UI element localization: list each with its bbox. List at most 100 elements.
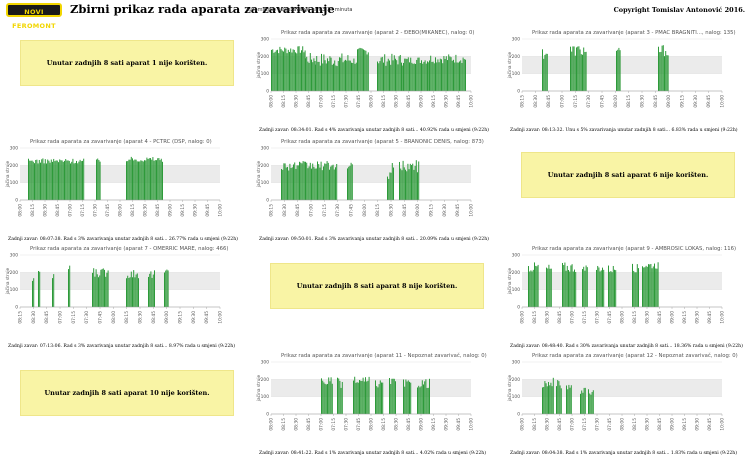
chart-bar xyxy=(381,56,383,91)
chart-bar xyxy=(599,271,601,307)
chart-bar xyxy=(636,264,638,307)
chart-bar xyxy=(130,271,132,307)
chart-bar xyxy=(324,163,326,200)
chart-bar xyxy=(307,168,309,200)
chart-bar xyxy=(305,58,306,91)
chart-bar xyxy=(316,56,318,91)
x-tick-label: 10:00 xyxy=(469,418,475,431)
chart-bar xyxy=(439,58,441,91)
chart-bar xyxy=(107,270,109,307)
chart-bar xyxy=(411,62,413,91)
chart-bar xyxy=(560,388,562,414)
chart-bar xyxy=(291,167,293,200)
chart-bar xyxy=(331,64,333,91)
x-tick-label: 08:45 xyxy=(557,418,563,431)
y-tick-label: 200 xyxy=(261,377,270,383)
chart-bar xyxy=(319,65,321,91)
chart-bar xyxy=(422,63,424,91)
chart-bar xyxy=(142,161,144,200)
chart-bar xyxy=(285,167,287,200)
chart-bar xyxy=(664,56,665,91)
y-axis-label: jačina struje xyxy=(506,374,513,402)
company-logo: NOVI FEROMONT xyxy=(6,3,62,30)
chart-bar xyxy=(390,172,392,200)
chart-bar xyxy=(36,159,38,200)
chart-bar xyxy=(580,54,582,91)
chart-bar xyxy=(96,159,97,200)
chart-bar xyxy=(150,271,152,307)
chart-bar xyxy=(165,270,167,307)
x-tick-label: 09:15 xyxy=(682,418,688,431)
x-tick-label: 08:15 xyxy=(632,418,638,431)
chart-bar xyxy=(99,161,101,200)
chart-bar xyxy=(563,265,565,307)
chart-bar xyxy=(546,53,548,91)
chart-bar xyxy=(52,278,53,307)
chart-bar xyxy=(427,387,429,414)
chart-panel-aparat-4: Prikaz rada aparata za zavarivanje (apar… xyxy=(4,136,238,246)
x-tick-label: 08:00 xyxy=(620,418,626,431)
x-tick-label: 09:30 xyxy=(444,418,450,431)
chart-bar xyxy=(303,161,305,200)
chart-bar xyxy=(328,61,330,91)
x-tick-label: 09:00 xyxy=(666,95,672,108)
chart-bar xyxy=(391,378,393,414)
y-tick-label: 0 xyxy=(517,412,520,418)
chart-bar xyxy=(274,51,276,91)
chart-bar xyxy=(402,65,404,91)
chart-bar xyxy=(312,62,314,91)
chart-bar xyxy=(338,378,340,414)
chart-bar xyxy=(319,167,321,200)
chart-bar xyxy=(406,58,408,91)
chart-bar xyxy=(160,158,162,200)
chart-bar xyxy=(340,387,342,414)
chart-bar xyxy=(411,165,412,200)
chart-bar xyxy=(43,163,45,200)
chart-bar xyxy=(385,65,387,91)
x-tick-label: 08:45 xyxy=(295,204,301,217)
chart-bar xyxy=(56,160,58,200)
chart-bar xyxy=(149,273,151,307)
chart-bar xyxy=(566,385,567,414)
x-tick-label: 10:00 xyxy=(218,204,224,217)
x-tick-label: 08:00 xyxy=(613,95,619,108)
chart-bar xyxy=(431,61,433,91)
x-tick-label: 10:00 xyxy=(469,95,475,108)
chart-bar xyxy=(573,46,575,91)
chart-bar xyxy=(72,158,74,200)
chart-bar xyxy=(157,158,159,200)
chart-bar xyxy=(547,268,549,307)
chart-bar xyxy=(315,64,316,91)
chart-bar xyxy=(418,385,420,414)
chart-bar xyxy=(76,160,77,200)
x-tick-label: 07:30 xyxy=(344,418,350,431)
chart-a4: Prikaz rada aparata za zavarivanje (apar… xyxy=(4,139,224,217)
chart-bar xyxy=(302,46,304,91)
chart-bar xyxy=(128,278,130,307)
chart-bar xyxy=(133,160,135,200)
chart-bar xyxy=(286,53,288,91)
chart-a9: Prikaz rada aparata za zavarivanje (apar… xyxy=(506,246,736,324)
chart-bar xyxy=(652,266,654,307)
x-tick-label: 07:00 xyxy=(319,418,325,431)
chart-bar xyxy=(403,62,404,91)
chart-bar xyxy=(550,268,552,307)
x-tick-label: 08:00 xyxy=(18,204,24,217)
chart-bar xyxy=(548,264,550,307)
x-tick-label: 08:30 xyxy=(545,418,551,431)
x-tick-label: 09:00 xyxy=(168,204,174,217)
chart-bar xyxy=(597,265,599,307)
chart-bar xyxy=(309,162,311,200)
y-tick-label: 300 xyxy=(10,146,19,152)
chart-bar xyxy=(148,158,150,200)
chart-bar xyxy=(410,382,412,414)
chart-bar xyxy=(400,168,402,200)
chart-bar xyxy=(77,163,79,200)
chart-bar xyxy=(65,159,67,200)
chart-bar xyxy=(401,170,403,200)
chart-bar xyxy=(378,384,380,414)
chart-bar xyxy=(609,271,611,307)
chart-bar xyxy=(635,272,637,307)
chart-footer: Zadnji zavar: 08:48:40. Rad s 30% zavari… xyxy=(510,344,743,349)
chart-bar xyxy=(461,62,463,91)
